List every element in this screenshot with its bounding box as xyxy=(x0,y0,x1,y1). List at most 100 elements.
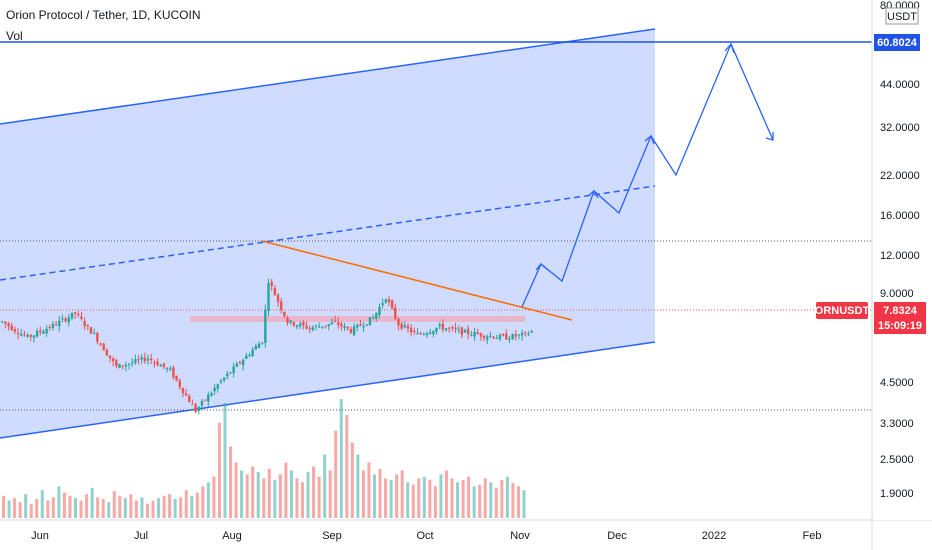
channel-median-line[interactable] xyxy=(0,185,656,281)
candle-body xyxy=(397,318,400,326)
candle-body xyxy=(508,338,511,340)
volume-bar xyxy=(145,503,150,518)
volume-bar xyxy=(450,478,454,518)
candle-body xyxy=(203,399,207,401)
candle-body xyxy=(479,333,483,337)
volume-bar xyxy=(223,403,227,518)
volume-bar xyxy=(312,466,316,518)
candle-body xyxy=(156,361,159,366)
volume-bar xyxy=(334,430,338,518)
candle-body xyxy=(118,364,121,369)
candle-body xyxy=(327,323,330,327)
volume-bar xyxy=(85,494,89,518)
candle-body xyxy=(292,322,296,326)
volume-bar xyxy=(378,468,382,518)
volume-bar xyxy=(40,490,44,518)
volume-bar xyxy=(217,422,221,518)
volume-bar xyxy=(13,498,17,518)
candle-body xyxy=(99,343,102,345)
candle-body xyxy=(83,321,86,326)
volume-bar xyxy=(417,478,421,518)
candle-body xyxy=(318,326,321,328)
volume-bar xyxy=(361,470,365,518)
descending-trendline[interactable] xyxy=(261,240,573,321)
candle-body xyxy=(191,403,194,405)
candle-body xyxy=(299,323,302,327)
volume-bar xyxy=(195,492,199,518)
time-tick-label: Dec xyxy=(607,530,627,542)
support-zone[interactable] xyxy=(190,316,525,322)
volume-bar xyxy=(46,500,50,518)
candle-body xyxy=(517,334,521,336)
candle-body xyxy=(73,312,77,314)
candle-body xyxy=(241,360,245,366)
candle-body xyxy=(32,335,36,338)
volume-bar xyxy=(323,454,327,518)
currency-label: USDT xyxy=(887,11,917,23)
price-tick-label: 2.5000 xyxy=(880,454,914,466)
volume-bar xyxy=(384,478,388,518)
price-tick-label: 22.0000 xyxy=(880,170,920,182)
candle-body xyxy=(7,323,10,327)
candle-body xyxy=(181,387,185,394)
price-tick-label: 4.5000 xyxy=(880,377,914,389)
candle-body xyxy=(511,334,514,340)
candle-body xyxy=(238,362,242,364)
candle-body xyxy=(444,328,448,331)
candle-body xyxy=(413,330,416,332)
candle-body xyxy=(302,322,305,326)
time-tick-label: Nov xyxy=(510,530,530,542)
candle-body xyxy=(64,318,67,322)
candle-body xyxy=(279,301,283,310)
candle-body xyxy=(359,324,362,326)
volume-bar xyxy=(306,472,310,518)
candle-body xyxy=(492,336,495,339)
candle-body xyxy=(131,362,134,364)
candle-body xyxy=(77,313,80,316)
candle-body xyxy=(375,312,378,319)
bar-countdown-label: 15:09:19 xyxy=(878,320,922,332)
volume-bar xyxy=(90,487,94,518)
candle-body xyxy=(403,325,407,328)
channel-upper-line[interactable] xyxy=(0,28,656,125)
volume-bar xyxy=(295,478,299,518)
candle-body xyxy=(159,365,162,367)
candle-body xyxy=(482,335,486,338)
volume-bar xyxy=(367,462,371,518)
projection-arrowheads xyxy=(535,42,774,271)
symbol-label: ORNUSDT xyxy=(815,305,870,317)
candle-body xyxy=(333,320,337,322)
candle-body xyxy=(10,325,13,330)
volume-bar xyxy=(372,474,377,518)
candle-body xyxy=(23,334,26,336)
candle-body xyxy=(86,325,90,327)
volume-bar xyxy=(96,497,100,518)
candle-body xyxy=(409,328,413,333)
candle-body xyxy=(448,327,451,329)
candle-body xyxy=(340,323,343,327)
candle-body xyxy=(289,320,292,323)
price-axis[interactable] xyxy=(873,0,932,520)
channel-lower-line[interactable] xyxy=(0,341,656,439)
candle-body xyxy=(169,368,172,370)
volume-bar xyxy=(157,498,161,518)
candle-body xyxy=(527,333,530,335)
volume-bar xyxy=(123,498,127,518)
currency-box[interactable] xyxy=(885,7,919,25)
candle-body xyxy=(337,322,340,326)
candle-body xyxy=(29,334,32,337)
last-price-badge xyxy=(874,302,926,334)
volume-bar xyxy=(456,482,460,518)
volume-bar xyxy=(201,486,205,518)
volume-bar xyxy=(262,478,266,518)
volume-bar xyxy=(229,446,233,518)
volume-bar xyxy=(101,498,105,518)
candle-body xyxy=(232,366,235,373)
candle-body xyxy=(454,327,457,330)
volume-bar xyxy=(240,470,244,518)
candle-body xyxy=(248,354,251,356)
candle-body xyxy=(505,333,508,340)
candle-body xyxy=(441,323,445,330)
